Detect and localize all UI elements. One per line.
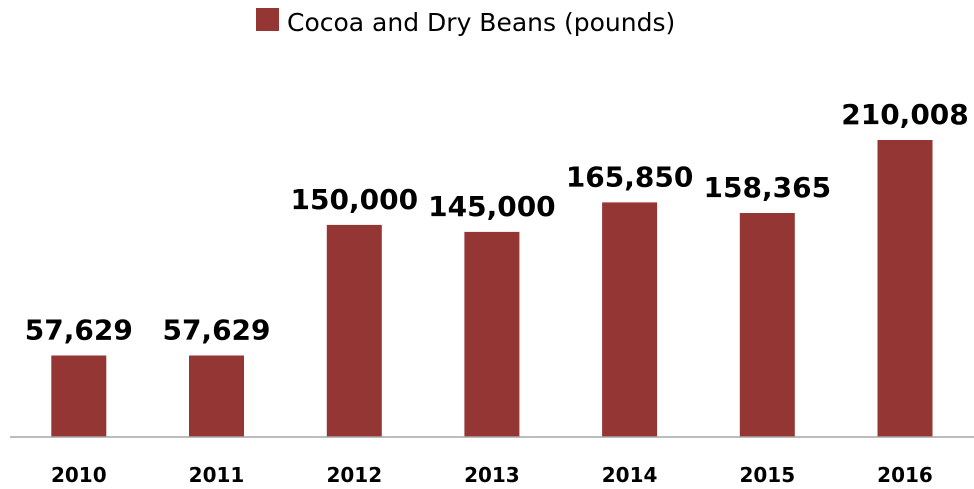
- x-tick-2012: 2012: [326, 463, 382, 487]
- data-label-2012: 150,000: [291, 183, 419, 216]
- bar-2011: [189, 355, 244, 437]
- bar-2016: [877, 140, 933, 437]
- legend-swatch: [256, 8, 279, 31]
- data-label-2011: 57,629: [162, 314, 270, 347]
- data-label-2010: 57,629: [25, 314, 133, 347]
- x-tick-2010: 2010: [51, 463, 107, 487]
- data-label-2014: 165,850: [566, 160, 694, 193]
- x-tick-2015: 2015: [739, 463, 795, 487]
- x-axis-tick-labels: 2010 2011 2012 2013 2014 2015 2016: [51, 463, 933, 487]
- bars: [51, 140, 933, 437]
- data-label-2015: 158,365: [704, 171, 832, 204]
- bar-2013: [464, 231, 520, 437]
- data-label-2016: 210,008: [841, 98, 969, 131]
- x-tick-2014: 2014: [602, 463, 658, 487]
- data-labels: 57,629 57,629 150,000 145,000 165,850 158,365…: [25, 98, 969, 347]
- bar-2014: [602, 202, 658, 437]
- data-label-2013: 145,000: [428, 190, 556, 223]
- x-tick-2011: 2011: [189, 463, 245, 487]
- bar-2015: [739, 213, 795, 437]
- legend-label: Cocoa and Dry Beans (pounds): [287, 8, 675, 37]
- x-tick-2016: 2016: [877, 463, 933, 487]
- bar-2010: [51, 355, 107, 437]
- x-tick-2013: 2013: [464, 463, 520, 487]
- legend: Cocoa and Dry Beans (pounds): [256, 8, 675, 37]
- bar-2012: [326, 224, 382, 437]
